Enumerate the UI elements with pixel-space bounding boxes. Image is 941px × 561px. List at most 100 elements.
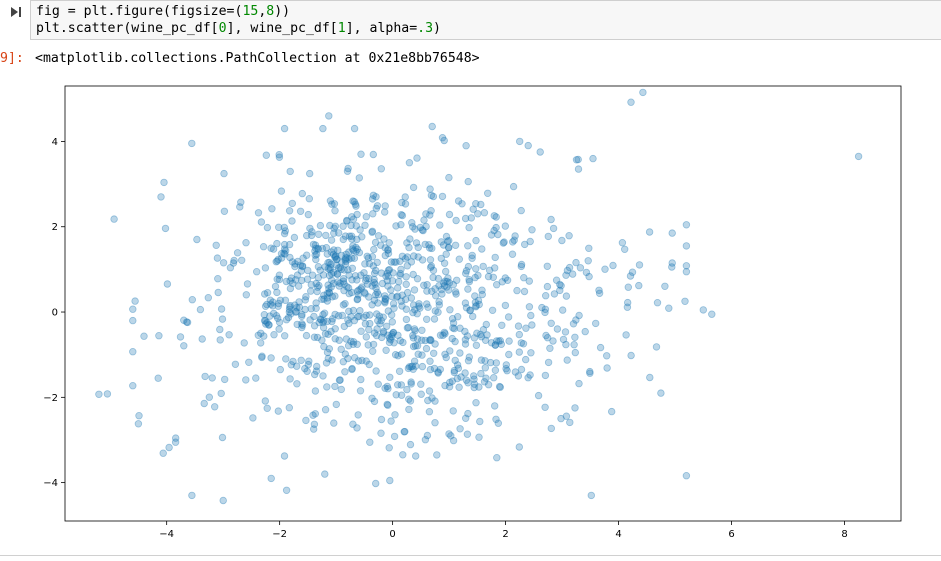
scatter-point — [302, 293, 310, 301]
scatter-point — [508, 250, 517, 258]
scatter-point — [372, 479, 380, 488]
scatter-point — [450, 368, 458, 377]
scatter-point — [324, 264, 332, 273]
scatter-point — [419, 226, 427, 235]
scatter-point — [381, 202, 389, 210]
scatter-point — [298, 189, 306, 198]
scatter-point — [472, 199, 480, 208]
scatter-point — [505, 350, 513, 359]
scatter-point — [261, 264, 270, 272]
scatter-point — [556, 280, 564, 289]
scatter-point — [409, 223, 417, 231]
scatter-point — [390, 432, 399, 441]
scatter-point — [312, 255, 320, 264]
scatter-point — [358, 233, 366, 241]
scatter-point — [377, 316, 385, 325]
scatter-point — [449, 281, 457, 289]
scatter-point — [237, 256, 246, 264]
scatter-point — [375, 312, 384, 320]
scatter-point — [201, 372, 209, 381]
scatter-point — [272, 312, 281, 320]
scatter-point — [471, 292, 479, 300]
scatter-point — [319, 310, 327, 319]
scatter-point — [445, 236, 453, 245]
scatter-point — [304, 360, 312, 369]
scatter-point — [426, 263, 435, 272]
scatter-point — [479, 326, 488, 334]
run-cell-icon[interactable] — [8, 5, 24, 19]
scatter-point — [422, 344, 431, 353]
scatter-point — [304, 210, 312, 219]
scatter-point — [377, 429, 385, 437]
scatter-point — [468, 254, 476, 262]
scatter-point — [263, 223, 272, 232]
scatter-point — [352, 202, 360, 210]
scatter-point — [430, 364, 439, 373]
scatter-point — [441, 277, 449, 285]
scatter-point — [319, 318, 327, 327]
scatter-point — [517, 365, 526, 374]
scatter-point — [356, 307, 364, 315]
scatter-point — [472, 399, 480, 407]
code-line-2: plt.scatter(wine_pc_df[0], wine_pc_df[1]… — [36, 21, 441, 36]
scatter-point — [322, 231, 330, 240]
scatter-point — [477, 356, 486, 364]
scatter-point — [488, 306, 497, 314]
scatter-point — [339, 222, 347, 230]
scatter-point — [361, 221, 369, 229]
scatter-point — [331, 206, 339, 215]
scatter-point — [155, 332, 163, 340]
scatter-point — [361, 290, 369, 298]
scatter-point — [474, 296, 483, 305]
scatter-point — [394, 284, 402, 292]
scatter-point — [358, 283, 366, 291]
scatter-point — [475, 433, 483, 441]
scatter-point — [339, 277, 348, 285]
scatter-point — [543, 282, 552, 291]
scatter-point — [314, 283, 322, 291]
scatter-point — [213, 254, 222, 262]
scatter-point — [262, 320, 270, 328]
scatter-point — [466, 306, 475, 314]
scatter-point — [380, 235, 388, 243]
scatter-point — [387, 258, 396, 266]
scatter-point — [369, 347, 377, 355]
scatter-point — [278, 254, 286, 262]
scatter-point — [220, 375, 229, 384]
code-input-area[interactable]: fig = plt.figure(figsize=(15,8)) plt.sca… — [30, 0, 941, 40]
scatter-point — [347, 313, 355, 321]
scatter-point — [135, 412, 143, 420]
scatter-point — [370, 278, 378, 287]
scatter-point — [410, 325, 419, 333]
scatter-point — [390, 258, 398, 266]
scatter-point — [311, 251, 319, 259]
scatter-point — [559, 335, 568, 344]
scatter-point — [498, 278, 506, 286]
scatter-point — [471, 273, 479, 282]
scatter-point — [273, 239, 281, 248]
scatter-point — [331, 252, 339, 261]
scatter-point — [329, 268, 338, 277]
scatter-point — [406, 397, 415, 405]
scatter-point — [369, 262, 377, 270]
scatter-point — [384, 385, 392, 393]
scatter-point — [337, 345, 345, 353]
scatter-point — [442, 353, 450, 362]
scatter-point — [596, 343, 605, 352]
scatter-point — [347, 254, 356, 262]
scatter-point — [340, 322, 348, 331]
scatter-point — [426, 256, 435, 264]
scatter-point — [219, 259, 228, 267]
scatter-point — [345, 307, 353, 315]
scatter-point — [226, 264, 235, 272]
scatter-point — [424, 396, 432, 405]
scatter-point — [496, 383, 504, 391]
scatter-point — [494, 230, 502, 239]
scatter-point — [576, 264, 585, 272]
scatter-point — [298, 320, 306, 328]
scatter-point — [344, 266, 352, 274]
scatter-point — [435, 282, 443, 290]
scatter-point — [429, 192, 438, 201]
scatter-point — [464, 177, 472, 186]
scatter-point — [310, 420, 319, 428]
